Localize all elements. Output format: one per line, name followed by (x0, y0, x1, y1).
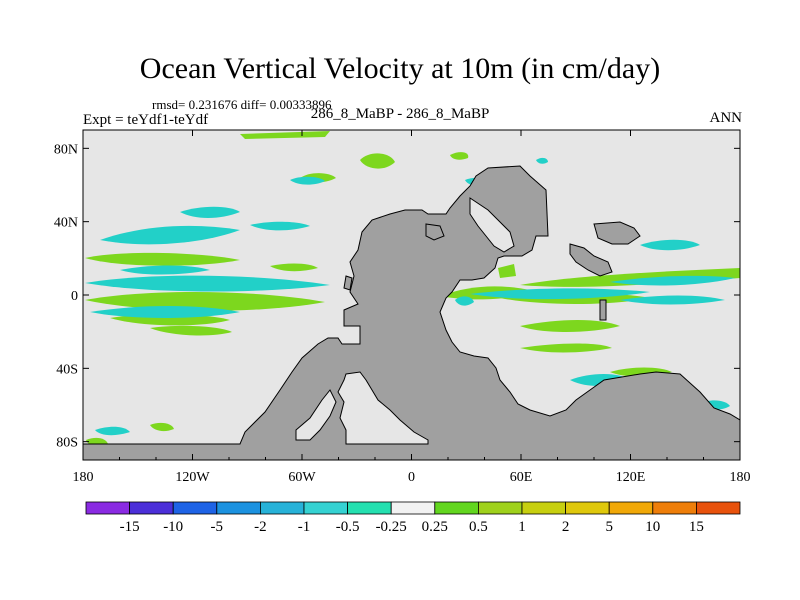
colorbar-swatch (521, 501, 566, 515)
experiment-label: Expt = teYdf1-teYdf (83, 112, 209, 128)
colorbar-swatch (390, 501, 436, 515)
colorbar-swatch (565, 501, 610, 515)
colorbar-swatch (608, 501, 654, 515)
land-masses (83, 165, 740, 460)
colorbar-swatch (477, 501, 523, 515)
colorbar-swatch (129, 501, 174, 515)
lon-tick-label: 180 (73, 470, 94, 485)
colorbar-swatch (85, 501, 130, 515)
downwelling-patches (85, 157, 735, 436)
lat-tick-label: 40S (56, 362, 78, 377)
season-label: ANN (709, 110, 743, 126)
colorbar-label: -15 (120, 519, 140, 535)
colorbar-label: 2 (562, 519, 570, 535)
colorbar-label: 0.25 (422, 519, 448, 535)
colorbar-swatch (696, 501, 741, 515)
colorbar-label: -2 (254, 519, 267, 535)
colorbar-label: -5 (211, 519, 224, 535)
colorbar-swatch (434, 501, 479, 515)
colorbar-label: -1 (298, 519, 311, 535)
plot-title: Ocean Vertical Velocity at 10m (in cm/da… (139, 52, 661, 85)
colorbar-label: 10 (645, 519, 660, 535)
colorbar-label: 15 (689, 519, 704, 535)
colorbar-label: -0.25 (376, 519, 407, 535)
longitude-axis: 180 120W 60W 0 60E 120E 180 (73, 130, 751, 485)
colorbar-swatch (303, 501, 348, 515)
colorbar-label: 1 (518, 519, 526, 535)
lon-tick-label: 0 (408, 470, 415, 485)
colorbar-swatch (259, 501, 305, 515)
lon-tick-label: 120W (175, 470, 210, 485)
stats-line: rmsd= 0.231676 diff= 0.00333896 (152, 97, 332, 112)
lat-tick-label: 80S (56, 436, 78, 451)
lat-tick-label: 0 (71, 289, 78, 304)
lon-tick-label: 60E (510, 470, 533, 485)
colorbar-swatch (347, 501, 392, 515)
colorbar-swatch (172, 501, 218, 515)
lon-tick-label: 60W (288, 470, 316, 485)
colorbar-label: 0.5 (469, 519, 488, 535)
latitude-axis: 80N 40N 0 40S 80S (54, 142, 740, 451)
lat-tick-label: 80N (54, 142, 78, 157)
map-panel (82, 129, 741, 461)
lon-tick-label: 120E (616, 470, 646, 485)
colorbar: -15 -10 -5 -2 -1 -0.5 -0.25 0.25 0.5 1 2 5 10 15 (85, 501, 741, 535)
colorbar-swatch (652, 501, 697, 515)
plot-subtitle: 286_8_MaBP - 286_8_MaBP (310, 106, 490, 122)
colorbar-label: -10 (163, 519, 183, 535)
lat-tick-label: 40N (54, 216, 78, 231)
colorbar-swatch (216, 501, 261, 515)
colorbar-label: 5 (605, 519, 613, 535)
colorbar-label: -0.5 (336, 519, 360, 535)
lon-tick-label: 180 (730, 470, 751, 485)
